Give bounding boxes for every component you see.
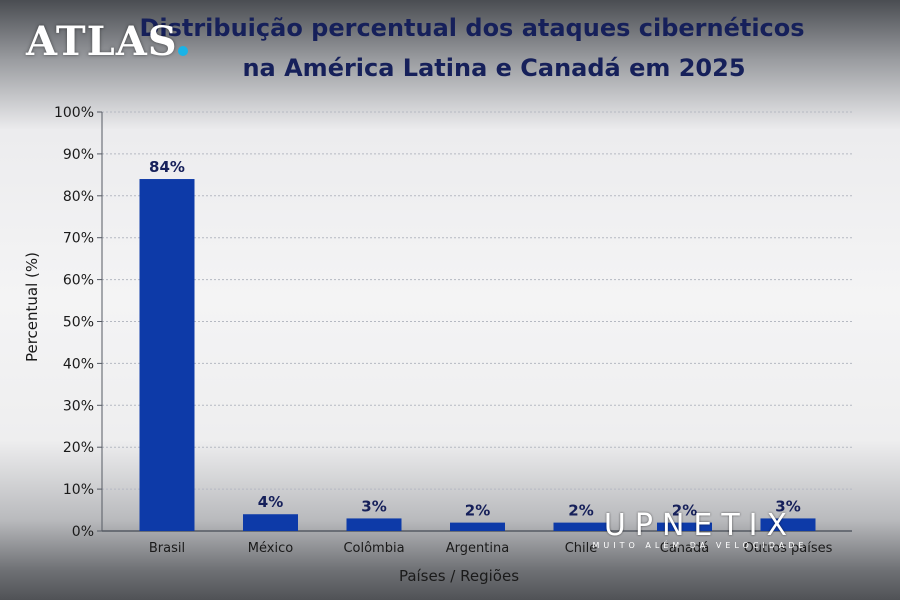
bar — [657, 522, 712, 531]
bar — [450, 522, 505, 531]
bar — [346, 518, 402, 531]
y-tick-label: 50% — [63, 315, 94, 331]
data-label: 2% — [568, 502, 593, 520]
y-tick-label: 90% — [63, 147, 94, 163]
y-tick-label: 10% — [63, 482, 94, 498]
upnetix-logo-tagline: MUITO ALÉM DA VELOCIDADE — [592, 541, 808, 550]
bar — [243, 514, 298, 531]
y-tick-label: 80% — [63, 189, 94, 205]
chart-title-line-1: Distribuição percentual dos ataques cibe… — [139, 14, 805, 42]
atlas-logo-dot-icon — [178, 46, 188, 56]
x-tick-label: Canadá — [660, 541, 709, 556]
bar — [760, 518, 816, 531]
atlas-logo: ATLAS — [26, 18, 178, 65]
x-tick-label: Outros países — [744, 541, 833, 556]
data-label: 2% — [465, 502, 490, 520]
y-tick-label: 60% — [63, 273, 94, 289]
bar — [553, 522, 609, 531]
data-label: 2% — [672, 502, 697, 520]
y-tick-label: 0% — [72, 524, 94, 540]
x-tick-label: Chile — [565, 541, 598, 556]
y-tick-label: 70% — [63, 231, 94, 247]
bar — [139, 179, 195, 532]
y-tick-label: 100% — [54, 105, 94, 121]
data-label: 84% — [149, 158, 185, 176]
data-label: 3% — [775, 497, 800, 515]
upnetix-logo: UPNETIX MUITO ALÉM DA VELOCIDADE — [565, 508, 835, 550]
data-label: 4% — [258, 493, 283, 511]
y-tick-label: 20% — [63, 440, 94, 456]
data-label: 3% — [361, 497, 386, 515]
x-tick-label: Brasil — [149, 541, 185, 556]
x-axis-label: Países / Regiões — [399, 567, 519, 585]
x-tick-label: Colômbia — [343, 541, 404, 556]
x-tick-label: México — [248, 541, 293, 556]
upnetix-logo-text: UPNETIX — [603, 508, 797, 543]
y-tick-label: 40% — [63, 356, 94, 372]
y-tick-label: 30% — [63, 398, 94, 414]
y-axis-label: Percentual (%) — [23, 252, 41, 362]
chart-title-line-2: na América Latina e Canadá em 2025 — [242, 54, 746, 82]
x-tick-label: Argentina — [446, 541, 509, 556]
